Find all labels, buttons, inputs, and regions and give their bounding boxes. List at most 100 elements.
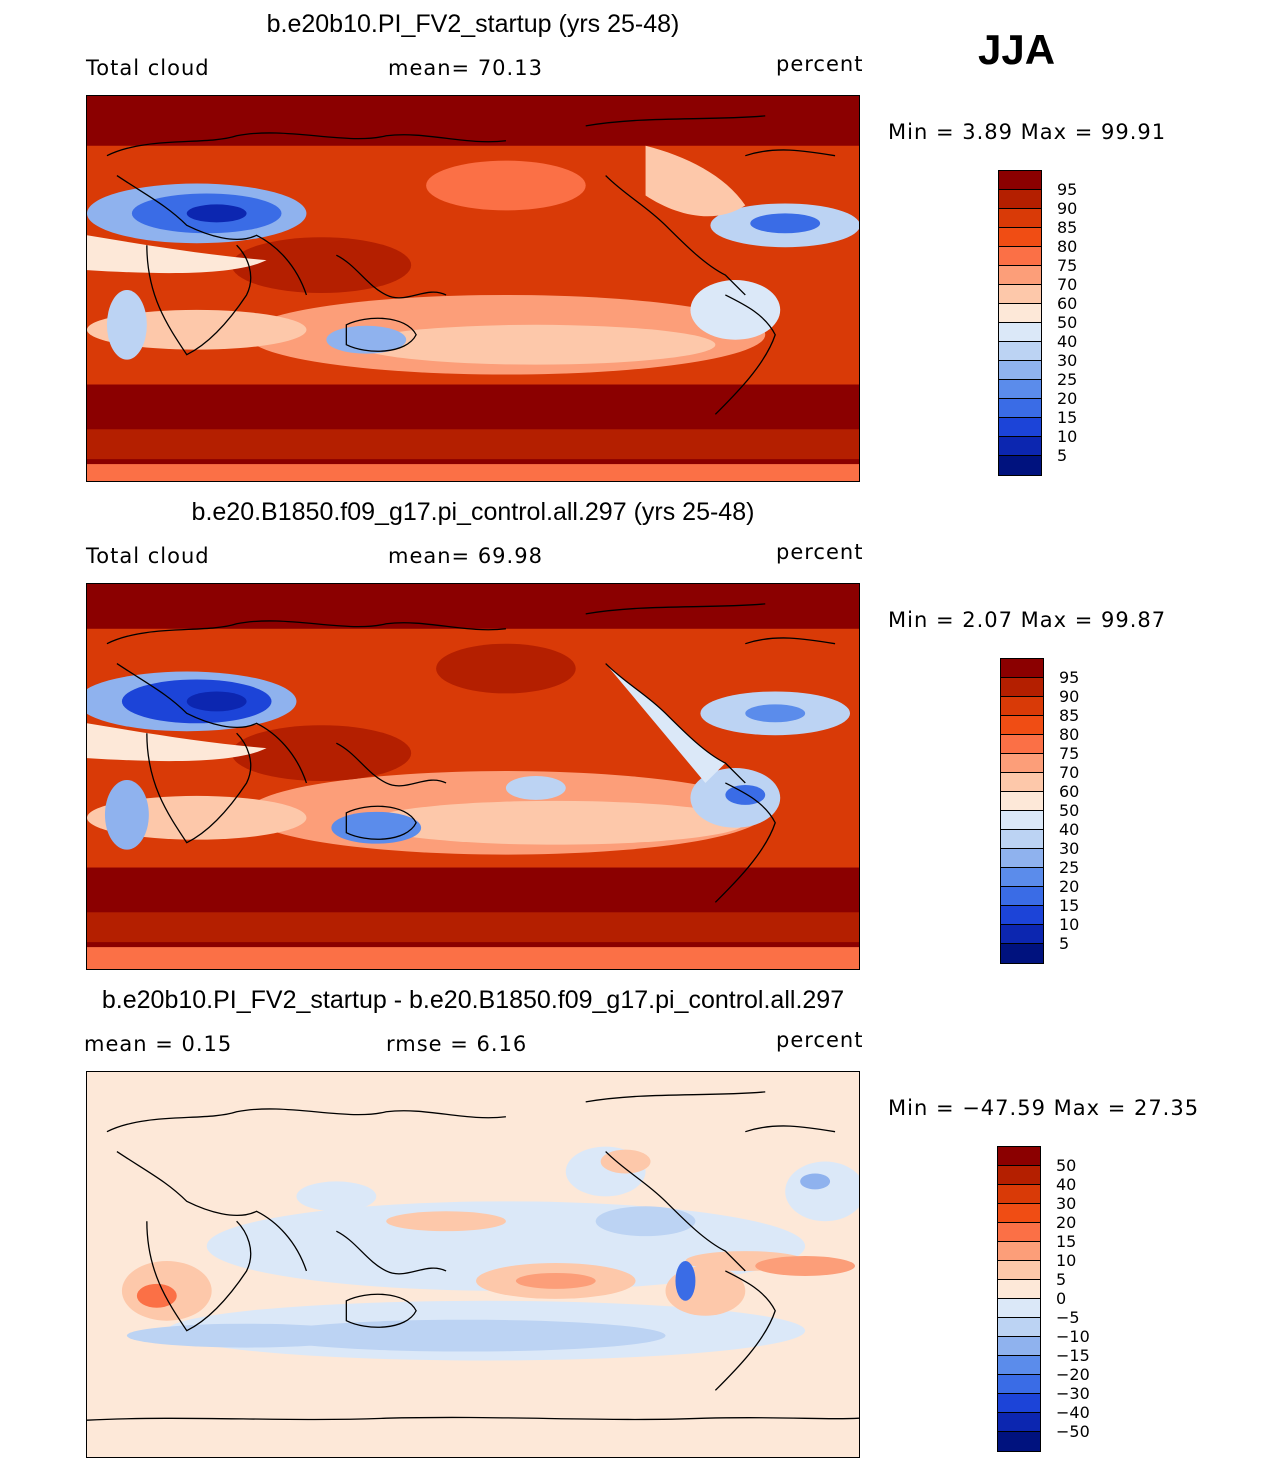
colorbar-tick-label: −50 bbox=[1056, 1422, 1090, 1441]
colorbar-tick-label: 60 bbox=[1059, 782, 1080, 801]
colorbar-tick-label: 20 bbox=[1059, 877, 1080, 896]
colorbar-tick-label: 40 bbox=[1056, 1175, 1077, 1194]
colorbar-tick-label: 5 bbox=[1059, 934, 1070, 953]
panel-3-rmse-label: rmse = 6.16 bbox=[386, 1032, 528, 1056]
colorbar-tick-label: −10 bbox=[1056, 1327, 1090, 1346]
colorbar-swatch bbox=[998, 1375, 1040, 1394]
colorbar-swatch bbox=[998, 1204, 1040, 1223]
colorbar-swatch bbox=[1001, 849, 1043, 868]
colorbar-swatch bbox=[999, 266, 1041, 285]
colorbar-swatch bbox=[1001, 811, 1043, 830]
colorbar-tick-label: 75 bbox=[1059, 744, 1080, 763]
colorbar-swatch bbox=[999, 361, 1041, 380]
panel-1-map bbox=[86, 95, 860, 482]
colorbar-swatch bbox=[1001, 716, 1043, 735]
colorbar-swatch bbox=[998, 1318, 1040, 1337]
colorbar-swatch bbox=[998, 1261, 1040, 1280]
colorbar-swatch bbox=[998, 1413, 1040, 1432]
colorbar-tick-label: −40 bbox=[1056, 1403, 1090, 1422]
panel-1-colorbar bbox=[998, 170, 1042, 476]
colorbar-tick-label: 40 bbox=[1057, 332, 1078, 351]
panel-1-mean-label: mean= 70.13 bbox=[388, 56, 543, 80]
colorbar-tick-label: 40 bbox=[1059, 820, 1080, 839]
colorbar-tick-label: 30 bbox=[1056, 1194, 1077, 1213]
colorbar-swatch bbox=[999, 399, 1041, 418]
colorbar-tick-label: 10 bbox=[1059, 915, 1080, 934]
colorbar-tick-label: 15 bbox=[1059, 896, 1080, 915]
colorbar-tick-label: 50 bbox=[1057, 313, 1078, 332]
colorbar-swatch bbox=[998, 1394, 1040, 1413]
colorbar-tick-label: 75 bbox=[1057, 256, 1078, 275]
panel-2-units-label: percent bbox=[776, 540, 864, 564]
colorbar-swatch bbox=[1001, 925, 1043, 944]
colorbar-tick-label: 50 bbox=[1056, 1156, 1077, 1175]
colorbar-tick-label: 90 bbox=[1057, 199, 1078, 218]
colorbar-swatch bbox=[998, 1356, 1040, 1375]
colorbar-tick-label: 15 bbox=[1057, 408, 1078, 427]
colorbar-swatch bbox=[999, 304, 1041, 323]
colorbar-swatch bbox=[1001, 906, 1043, 925]
colorbar-swatch bbox=[999, 171, 1041, 190]
panel-2-min-max: Min = 2.07 Max = 99.87 bbox=[888, 608, 1167, 632]
colorbar-tick-label: 60 bbox=[1057, 294, 1078, 313]
panel-1-title: b.e20b10.PI_FV2_startup (yrs 25-48) bbox=[266, 10, 680, 38]
panel-2-variable-label: Total cloud bbox=[86, 544, 210, 568]
colorbar-tick-label: 90 bbox=[1059, 687, 1080, 706]
colorbar-swatch bbox=[1001, 735, 1043, 754]
colorbar-swatch bbox=[998, 1299, 1040, 1318]
panel-3-title: b.e20b10.PI_FV2_startup - b.e20.B1850.f0… bbox=[101, 986, 845, 1014]
colorbar-tick-label: 10 bbox=[1056, 1251, 1077, 1270]
colorbar-swatch bbox=[998, 1147, 1040, 1166]
colorbar-swatch bbox=[1001, 887, 1043, 906]
colorbar-swatch bbox=[999, 380, 1041, 399]
panel-1-units-label: percent bbox=[776, 52, 864, 76]
colorbar-swatch bbox=[999, 209, 1041, 228]
colorbar-swatch bbox=[1001, 659, 1043, 678]
colorbar-tick-label: 85 bbox=[1057, 218, 1078, 237]
colorbar-swatch bbox=[1001, 754, 1043, 773]
colorbar-swatch bbox=[1001, 678, 1043, 697]
colorbar-swatch bbox=[999, 285, 1041, 304]
colorbar-tick-label: 25 bbox=[1059, 858, 1080, 877]
colorbar-swatch bbox=[998, 1185, 1040, 1204]
colorbar-swatch bbox=[1001, 697, 1043, 716]
panel-2-map bbox=[86, 583, 860, 970]
panel-2-title: b.e20.B1850.f09_g17.pi_control.all.297 (… bbox=[191, 498, 755, 526]
panel-2-mean-label: mean= 69.98 bbox=[388, 544, 543, 568]
colorbar-tick-label: 30 bbox=[1057, 351, 1078, 370]
colorbar-tick-label: −15 bbox=[1056, 1346, 1090, 1365]
colorbar-tick-label: 80 bbox=[1059, 725, 1080, 744]
panel-3-min-max: Min = −47.59 Max = 27.35 bbox=[888, 1096, 1200, 1120]
colorbar-swatch bbox=[1001, 773, 1043, 792]
colorbar-tick-label: 0 bbox=[1056, 1289, 1067, 1308]
colorbar-swatch bbox=[999, 418, 1041, 437]
colorbar-swatch bbox=[998, 1223, 1040, 1242]
colorbar-tick-label: 30 bbox=[1059, 839, 1080, 858]
colorbar-tick-label: −5 bbox=[1056, 1308, 1080, 1327]
colorbar-swatch bbox=[1001, 868, 1043, 887]
colorbar-swatch bbox=[999, 228, 1041, 247]
panel-3-mean-label: mean = 0.15 bbox=[84, 1032, 233, 1056]
colorbar-tick-label: 20 bbox=[1057, 389, 1078, 408]
colorbar-tick-label: 80 bbox=[1057, 237, 1078, 256]
panel-2-colorbar-labels: 95 90 85 80 75 70 60 50 40 30 25 20 15 10 5 bbox=[1059, 668, 1079, 953]
season-label: JJA bbox=[978, 26, 1056, 73]
colorbar-tick-label: 15 bbox=[1056, 1232, 1077, 1251]
colorbar-swatch bbox=[999, 190, 1041, 209]
colorbar-tick-label: 85 bbox=[1059, 706, 1080, 725]
colorbar-tick-label: 95 bbox=[1057, 180, 1078, 199]
colorbar-swatch bbox=[1001, 792, 1043, 811]
colorbar-swatch bbox=[998, 1432, 1040, 1451]
colorbar-tick-label: −30 bbox=[1056, 1384, 1090, 1403]
colorbar-tick-label: 95 bbox=[1059, 668, 1080, 687]
panel-3-units-label: percent bbox=[776, 1028, 864, 1052]
colorbar-swatch bbox=[999, 437, 1041, 456]
panel-2-colorbar bbox=[1000, 658, 1044, 964]
colorbar-swatch bbox=[999, 456, 1041, 475]
colorbar-swatch bbox=[1001, 830, 1043, 849]
colorbar-tick-label: 70 bbox=[1059, 763, 1080, 782]
colorbar-swatch bbox=[998, 1280, 1040, 1299]
panel-1-colorbar-labels: 95 90 85 80 75 70 60 50 40 30 25 20 15 10 5 bbox=[1057, 180, 1077, 465]
panel-3-colorbar bbox=[997, 1146, 1041, 1452]
colorbar-tick-label: 5 bbox=[1057, 446, 1068, 465]
